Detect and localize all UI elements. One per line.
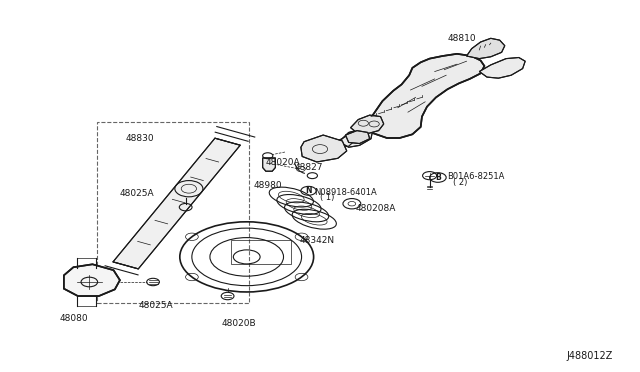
Polygon shape — [262, 158, 275, 171]
Polygon shape — [479, 58, 525, 78]
Polygon shape — [346, 131, 370, 144]
Text: 480208A: 480208A — [356, 203, 396, 213]
Text: N08918-6401A: N08918-6401A — [314, 188, 376, 197]
Bar — [231, 240, 291, 263]
Polygon shape — [301, 135, 347, 162]
Text: 48810: 48810 — [447, 34, 476, 43]
Text: 48020A: 48020A — [266, 157, 300, 167]
Text: 48980: 48980 — [253, 182, 282, 190]
Polygon shape — [64, 264, 120, 296]
Text: ( 1): ( 1) — [320, 193, 334, 202]
Text: B01A6-8251A: B01A6-8251A — [447, 172, 505, 181]
Polygon shape — [351, 115, 384, 134]
Text: 48830: 48830 — [125, 134, 154, 142]
Text: 48020B: 48020B — [221, 319, 256, 328]
Text: 48342N: 48342N — [300, 236, 335, 245]
Text: B: B — [435, 173, 441, 182]
Text: J488012Z: J488012Z — [567, 351, 613, 361]
Polygon shape — [467, 38, 505, 59]
Polygon shape — [371, 54, 484, 138]
Text: 48827: 48827 — [294, 163, 323, 172]
Text: 48025A: 48025A — [138, 301, 173, 311]
Text: 48025A: 48025A — [119, 189, 154, 198]
Polygon shape — [339, 129, 372, 147]
Text: N: N — [305, 186, 312, 195]
Polygon shape — [113, 138, 240, 269]
Bar — [97, 122, 248, 304]
Text: 48080: 48080 — [60, 314, 88, 323]
Text: ( 2): ( 2) — [452, 178, 467, 187]
